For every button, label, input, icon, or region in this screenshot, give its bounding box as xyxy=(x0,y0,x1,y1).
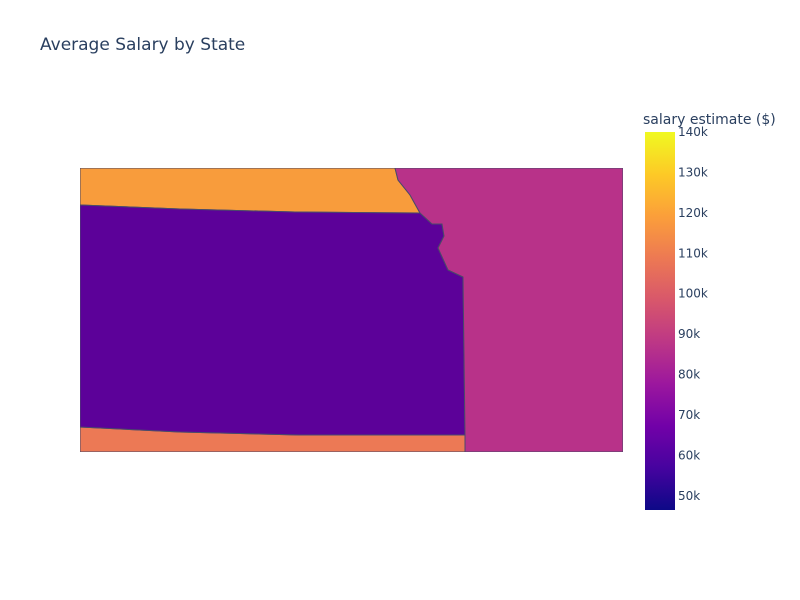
colorbar-tick-label: 120k xyxy=(678,206,708,220)
region-kansas[interactable] xyxy=(80,204,466,436)
region-east[interactable] xyxy=(394,168,623,452)
colorbar-title: salary estimate ($) xyxy=(643,112,776,128)
region-north[interactable] xyxy=(80,168,421,214)
colorbar-tick-label: 90k xyxy=(678,327,700,341)
colorbar-tick-label: 50k xyxy=(678,489,700,503)
colorbar: salary estimate ($) 50k 60k 70k 80k 90k 100k 1… xyxy=(643,112,776,510)
colorbar-tick-label: 70k xyxy=(678,408,700,422)
chart-title: Average Salary by State xyxy=(40,35,245,55)
map-area xyxy=(80,168,623,452)
colorbar-gradient xyxy=(645,132,675,510)
colorbar-tick-label: 100k xyxy=(678,287,708,301)
colorbar-tick-label: 130k xyxy=(678,165,708,179)
colorbar-tick-label: 80k xyxy=(678,368,700,382)
colorbar-tick-label: 60k xyxy=(678,448,700,462)
colorbar-tick-label: 140k xyxy=(678,125,708,139)
colorbar-ticks: 50k 60k 70k 80k 90k 100k 110k 120k 130k 140k xyxy=(678,125,708,503)
colorbar-tick-label: 110k xyxy=(678,246,708,260)
